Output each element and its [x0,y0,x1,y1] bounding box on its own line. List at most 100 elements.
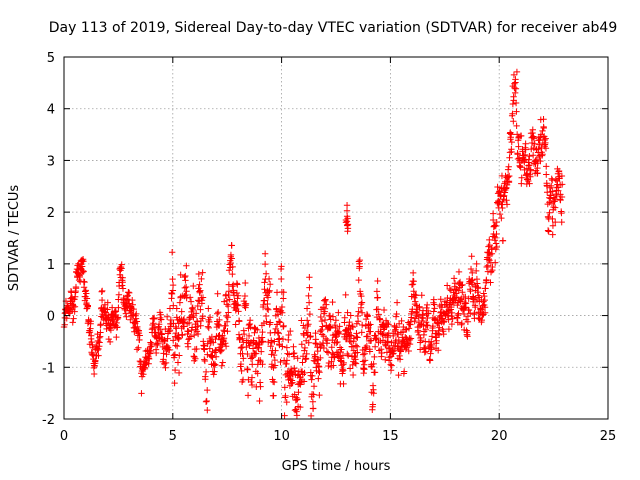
data-point [489,263,496,271]
data-point [272,347,279,354]
data-point [506,149,514,156]
data-point [258,334,266,341]
data-point [119,285,127,292]
data-point [458,320,466,327]
data-point [481,309,489,316]
data-point [300,378,308,385]
data-point [555,167,563,175]
data-point [208,333,216,341]
data-point [422,326,430,333]
data-point [174,359,182,366]
data-point [416,346,424,353]
data-point [218,346,226,354]
data-point [234,301,242,309]
data-point [491,222,498,229]
data-point [470,296,477,303]
data-point [549,215,556,223]
data-point [156,326,164,333]
data-point [281,412,288,419]
data-point [227,259,234,267]
data-point [114,323,121,331]
data-point [441,318,448,325]
data-point [358,292,365,300]
data-point [113,333,120,341]
data-point [182,291,189,299]
data-point [166,327,174,334]
data-point [371,369,379,376]
data-point [310,383,318,390]
data-point [254,326,261,334]
data-point [369,401,377,408]
data-point [183,288,190,295]
data-point [464,329,471,336]
data-point [104,306,111,313]
data-point [154,339,161,347]
data-point [423,304,430,312]
data-point [485,255,492,263]
data-point [534,169,541,177]
data-point [542,135,549,142]
data-point [241,292,249,300]
data-point [283,357,291,364]
data-point [329,350,336,357]
data-point [367,328,374,335]
y-tick-label: 1 [47,258,55,273]
y-tick-label: -1 [42,361,55,376]
data-point [478,316,486,324]
data-point [227,251,235,259]
data-point [374,294,381,301]
data-point [359,351,367,358]
data-point [72,285,80,292]
data-point [475,314,482,322]
data-point [425,310,432,317]
data-point [271,362,279,369]
data-point [254,370,261,377]
data-point [118,282,126,289]
data-point [176,352,183,359]
data-point [126,300,133,307]
data-point [382,356,389,363]
data-point [508,148,515,156]
data-point [428,341,435,349]
data-point [346,318,353,326]
data-point [290,350,297,357]
data-point [222,343,230,350]
data-point [302,355,310,363]
data-point [90,370,98,378]
data-point [116,271,124,278]
data-point [248,381,256,389]
data-point [261,279,268,286]
data-point [170,337,177,344]
data-point [315,375,322,382]
data-point [216,316,223,324]
data-point [249,345,257,352]
data-point [239,335,246,342]
data-point [355,308,362,315]
data-point [176,299,184,306]
data-point [129,301,136,308]
data-point [354,317,362,325]
data-point [339,366,346,373]
data-point [261,285,268,293]
data-point [395,371,402,379]
data-point [424,314,431,322]
data-point [280,322,287,330]
data-point [407,335,415,342]
data-point [87,320,94,327]
data-point [456,297,464,304]
data-point [287,375,294,383]
data-point [358,309,366,316]
data-point [270,392,277,399]
data-point [160,350,167,357]
data-point [287,327,294,335]
data-point [84,303,92,310]
y-axis-label: SDTVAR / TECUs [7,185,22,292]
data-point [434,347,442,354]
data-point [265,288,273,296]
data-point [88,332,95,339]
data-point [138,390,145,397]
data-point [228,242,235,249]
data-point [119,274,126,281]
y-tick-label: 5 [47,51,55,66]
